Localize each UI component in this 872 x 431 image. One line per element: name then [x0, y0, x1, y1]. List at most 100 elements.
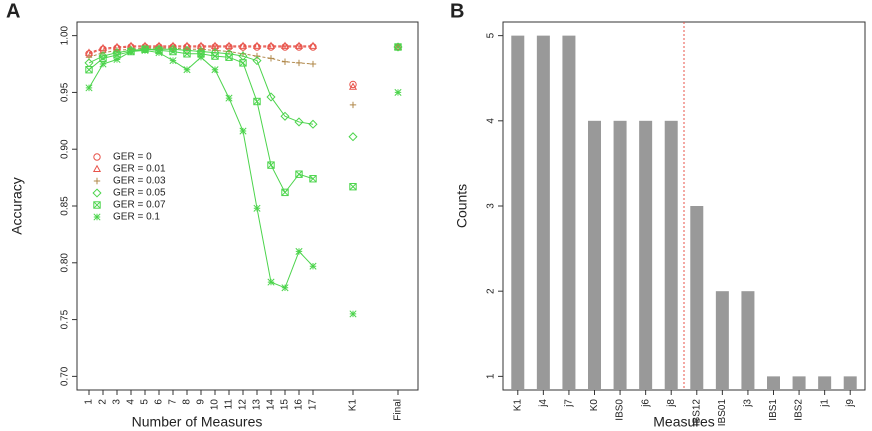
- marker: [280, 111, 290, 121]
- marker-shape: [93, 213, 101, 221]
- marker: [253, 97, 261, 106]
- marker: [348, 132, 358, 142]
- marker-shape: [211, 66, 219, 74]
- marker: [85, 84, 93, 92]
- marker: [239, 59, 247, 67]
- marker: [393, 42, 403, 52]
- marker: [309, 175, 317, 183]
- bar: [613, 120, 627, 390]
- marker: [349, 310, 357, 318]
- legend-label: GER = 0.05: [113, 188, 166, 199]
- marker-shape: [393, 42, 403, 52]
- x-tick-label: IBS12: [691, 399, 702, 427]
- marker: [99, 60, 107, 68]
- marker-shape: [211, 52, 219, 60]
- marker: [348, 82, 358, 90]
- legend-marker: [92, 188, 102, 198]
- legend-label: GER = 0.07: [113, 200, 166, 211]
- marker: [295, 247, 303, 255]
- marker: [267, 278, 275, 286]
- marker: [253, 204, 261, 212]
- marker-shape: [93, 153, 101, 161]
- x-tick-label: K0: [589, 399, 600, 412]
- marker-shape: [267, 43, 275, 51]
- x-tick-label: 9: [196, 399, 207, 405]
- marker-shape: [295, 170, 303, 178]
- bar: [741, 291, 755, 390]
- y-tick-label: 4: [486, 118, 497, 124]
- marker-shape: [225, 53, 233, 61]
- marker-shape: [253, 204, 261, 212]
- x-tick-label: 4: [126, 399, 137, 405]
- marker-shape: [267, 55, 275, 62]
- x-tick-label: 16: [294, 399, 305, 411]
- marker-shape: [348, 82, 358, 90]
- y-tick-label: 0.95: [60, 82, 71, 102]
- bar: [690, 206, 704, 390]
- marker: [281, 284, 289, 292]
- marker-shape: [280, 111, 290, 121]
- marker-shape: [183, 50, 191, 58]
- y-axis-label: Accuracy: [9, 177, 25, 235]
- bar: [639, 120, 653, 390]
- marker-shape: [281, 188, 289, 196]
- marker-shape: [253, 43, 261, 51]
- x-tick-label: 2: [98, 399, 109, 405]
- bar: [588, 120, 601, 390]
- marker: [281, 188, 289, 197]
- legend-marker: [93, 213, 101, 221]
- x-tick-label: 15: [280, 399, 291, 411]
- marker-shape: [252, 41, 262, 49]
- marker: [280, 41, 290, 49]
- x-tick-label: 13: [252, 399, 263, 411]
- x-tick-label: 11: [224, 399, 235, 410]
- x-tick-label: 6: [154, 399, 165, 405]
- marker-shape: [169, 47, 177, 56]
- marker: [266, 41, 276, 49]
- x-tick-label: j8: [666, 399, 677, 408]
- marker-shape: [85, 66, 93, 74]
- marker-shape: [92, 188, 102, 198]
- marker-shape: [309, 60, 317, 68]
- marker: [127, 47, 135, 56]
- marker: [295, 43, 303, 51]
- marker: [309, 43, 317, 51]
- marker-shape: [267, 161, 275, 169]
- marker-shape: [295, 247, 303, 255]
- marker-shape: [309, 43, 317, 51]
- marker-shape: [294, 41, 304, 49]
- marker: [113, 55, 121, 64]
- legend-label: GER = 0: [113, 152, 152, 163]
- marker: [155, 49, 163, 57]
- marker: [252, 41, 262, 49]
- x-tick-label: 1: [84, 399, 95, 405]
- legend-marker: [92, 164, 102, 173]
- y-tick-label: 0.75: [60, 309, 71, 329]
- y-tick-label: 1: [486, 373, 497, 379]
- marker-shape: [141, 46, 149, 54]
- bar: [767, 376, 780, 390]
- x-tick-label: j6: [640, 399, 651, 408]
- marker-shape: [93, 177, 101, 185]
- marker-shape: [113, 55, 121, 64]
- series-line: [88, 45, 313, 54]
- marker-shape: [394, 43, 402, 51]
- marker: [349, 182, 357, 191]
- panel-label: A: [6, 0, 20, 22]
- x-tick-label: j3: [743, 399, 754, 408]
- marker: [349, 101, 357, 109]
- marker-shape: [211, 52, 219, 60]
- marker: [394, 43, 402, 51]
- legend-marker: [93, 201, 101, 209]
- marker: [308, 119, 318, 129]
- marker-shape: [197, 53, 205, 61]
- bar: [664, 120, 678, 390]
- bar: [562, 35, 576, 390]
- marker-shape: [309, 175, 317, 183]
- marker: [394, 88, 402, 96]
- marker-shape: [183, 66, 191, 74]
- marker-shape: [349, 80, 357, 89]
- y-tick-label: 2: [486, 288, 497, 294]
- legend-label: GER = 0.03: [113, 176, 166, 187]
